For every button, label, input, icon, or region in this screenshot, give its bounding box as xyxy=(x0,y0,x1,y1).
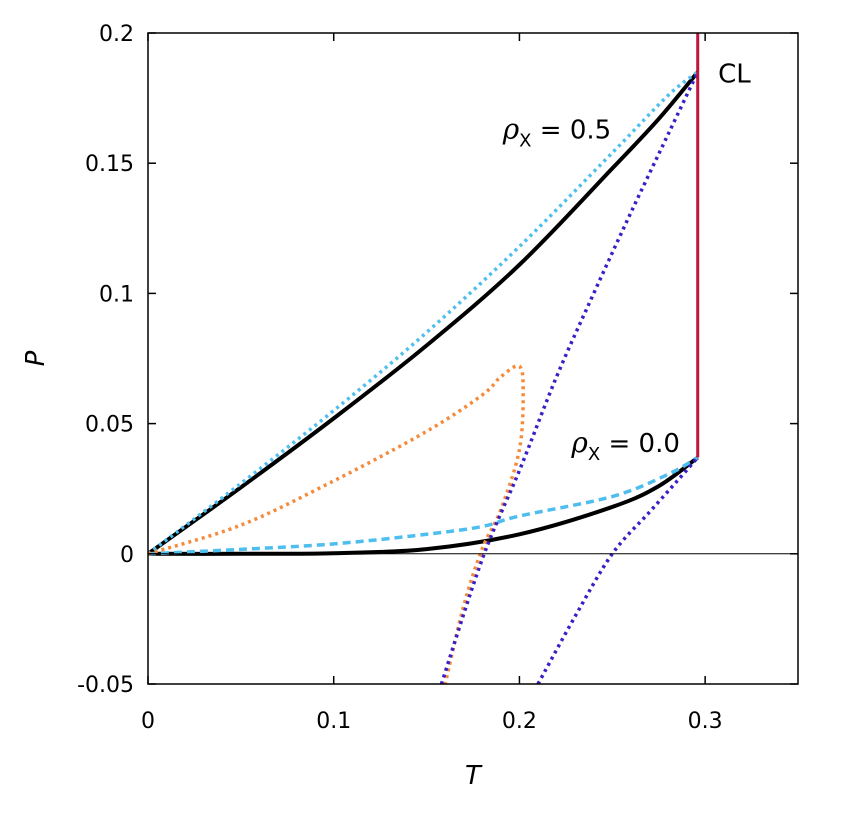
series-line xyxy=(148,455,699,556)
x-tick-label: 0.2 xyxy=(502,709,537,734)
y-tick-label: 0.05 xyxy=(85,413,134,438)
tick-labels: 0 0.1 0.2 0.3 -0.05 0 0.05 0.1 0.15 0.2 xyxy=(77,22,723,734)
y-tick-label: 0.15 xyxy=(85,152,134,177)
plot-lines xyxy=(148,33,700,684)
annotation-label: ρX = 0.5 xyxy=(502,112,611,151)
series-line xyxy=(148,70,699,556)
y-tick-label: 0.1 xyxy=(99,282,134,307)
annotations: CL ρX = 0.5 ρX = 0.0 xyxy=(502,59,752,465)
axis-ticks xyxy=(147,32,798,685)
y-axis-title: P xyxy=(21,350,51,366)
annotation-label: ρX = 0.0 xyxy=(570,426,679,465)
annotation-label: CL xyxy=(718,59,751,89)
series-line xyxy=(439,71,700,684)
series-group xyxy=(148,33,700,684)
series-line xyxy=(148,364,525,684)
x-tick-label: 0.1 xyxy=(316,709,351,734)
y-tick-label: 0.2 xyxy=(99,22,134,47)
series-line xyxy=(536,456,700,684)
series-line xyxy=(148,70,700,556)
x-axis-title: T xyxy=(465,761,483,791)
y-tick-label: 0 xyxy=(120,543,134,568)
plot-frame xyxy=(147,32,799,685)
y-tick-label: -0.05 xyxy=(77,673,134,698)
series-line xyxy=(148,455,699,556)
x-tick-label: 0.3 xyxy=(688,709,723,734)
x-tick-label: 0 xyxy=(141,709,155,734)
